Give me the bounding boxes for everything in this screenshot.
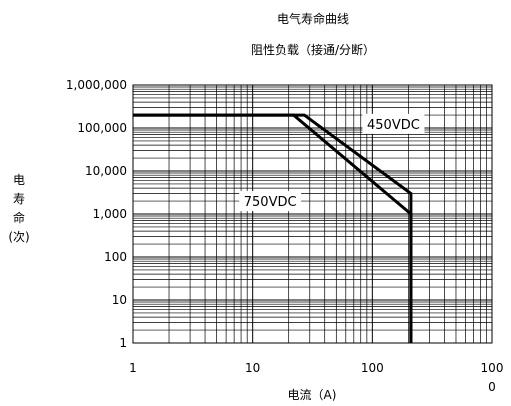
- series-lines: [133, 113, 413, 343]
- y-tick-label: 10: [112, 293, 127, 307]
- y-tick-label: 100,000: [77, 121, 127, 135]
- plot-area-frame: [132, 84, 493, 344]
- series-line-450vdc: [133, 113, 413, 343]
- annotation-label-750vdc: 750VDC: [244, 195, 297, 210]
- y-axis-label-line-1: 电: [13, 173, 25, 187]
- y-axis-label-line-3: 命: [13, 210, 25, 225]
- annotation-box-450vdc: [362, 113, 425, 134]
- x-tick-label-continued: 0: [488, 380, 496, 394]
- y-axis-label-line-2: 寿: [13, 192, 25, 206]
- x-tick-label: 100: [361, 361, 384, 375]
- chart-title: 电气寿命曲线: [277, 11, 349, 26]
- y-tick-labels: 1 10 100 1,000 10,000 100,000 1,000,000: [66, 78, 127, 350]
- grid: [132, 85, 492, 344]
- y-tick-label: 1,000: [93, 207, 127, 221]
- annotation-box-750vdc: [239, 191, 302, 212]
- series-line-750vdc: [133, 113, 413, 343]
- y-axis-label: 电 寿 命 (次): [8, 173, 29, 244]
- y-tick-label: 1,000,000: [66, 78, 127, 92]
- x-tick-label: 1: [129, 361, 137, 375]
- y-axis-label-line-4: (次): [8, 230, 29, 244]
- annotations: 450VDC 750VDC: [239, 113, 425, 212]
- x-tick-label: 10: [245, 361, 260, 375]
- x-tick-label: 100: [481, 361, 504, 375]
- y-tick-label: 100: [104, 250, 127, 264]
- y-tick-label: 10,000: [85, 164, 127, 178]
- x-axis-label: 电流（A): [288, 388, 337, 402]
- annotation-label-450vdc: 450VDC: [367, 118, 420, 133]
- chart-subtitle: 阻性负载（接通/分断）: [251, 42, 375, 57]
- x-tick-labels: 1 10 100 100 0: [129, 361, 503, 394]
- y-tick-label: 1: [119, 336, 127, 350]
